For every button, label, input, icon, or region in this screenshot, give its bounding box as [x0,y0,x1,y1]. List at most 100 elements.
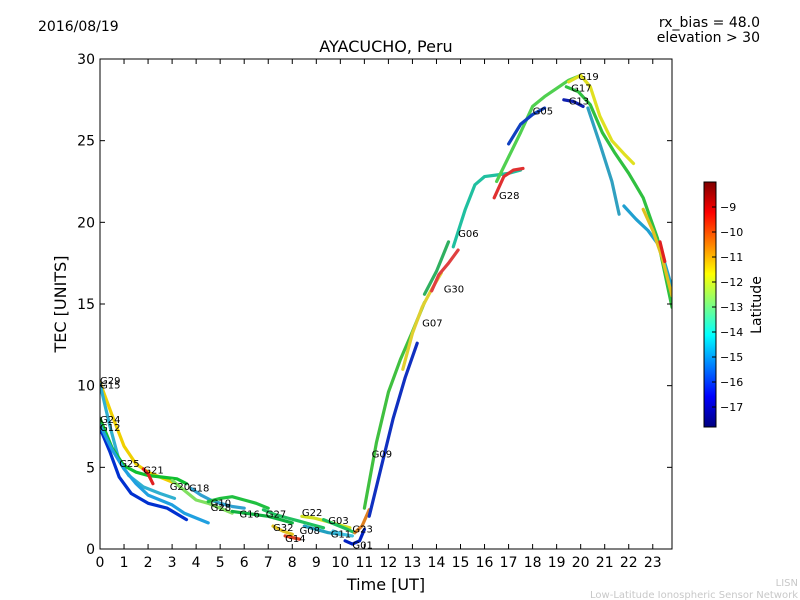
y-tick-label: 15 [77,297,95,313]
satellite-label: G05 [533,106,553,117]
x-tick-label: 0 [96,555,105,571]
satellite-label: G21 [143,466,163,477]
satellite-label: G17 [571,83,591,94]
x-tick-label: 21 [596,555,614,571]
satellite-label: G24 [100,415,120,426]
satellite-label: G28 [499,191,519,202]
colorbar-tick-label: −12 [720,276,743,289]
x-tick-label: 16 [476,555,494,571]
satellite-label: G18 [189,484,209,495]
satellite-label: G23 [352,524,372,535]
x-tick-label: 23 [644,555,662,571]
x-tick-label: 17 [500,555,518,571]
satellite-label: G07 [422,319,442,330]
series-trace-g18 [189,487,246,510]
series-trace-g14 [283,534,302,541]
series-trace-g11 [331,529,354,538]
satellite-label: G11 [331,529,351,540]
x-tick-label: 15 [452,555,470,571]
colorbar-tick-label: −11 [720,251,743,264]
x-tick-label: 2 [144,555,153,571]
x-tick-label: 22 [620,555,638,571]
series-trace-g20 [170,478,234,515]
series-trace-g06b [495,73,583,184]
x-tick-label: 5 [216,555,225,571]
series-trace-g05 [507,106,547,146]
credit-org: LISN [776,578,798,589]
x-axis-label: Time [UT] [346,575,425,594]
satellite-label: G30 [444,284,464,295]
series-trace-g09 [367,341,419,518]
series-trace-g13 [562,98,585,108]
colorbar-tick-label: −14 [720,326,743,339]
series-trace-g28 [492,166,525,200]
colorbar-label: Latitude [749,276,765,334]
colorbar-tick-label: −15 [720,351,743,364]
series-trace-g07b [422,240,451,296]
x-tick-label: 19 [548,555,566,571]
y-tick-label: 10 [77,379,95,395]
satellite-label: G13 [569,97,589,108]
x-tick-label: 13 [404,555,422,571]
x-tick-label: 4 [192,555,201,571]
series-trace-g03 [321,518,357,535]
x-tick-label: 14 [428,555,446,571]
series-trace-g01 [343,527,366,546]
series-trace-g12b [100,423,210,525]
series-trace-g08 [302,524,342,536]
satellite-label: G28 [211,503,231,514]
y-tick-label: 0 [86,542,95,558]
series-trace-g32 [271,524,294,536]
satellite-label: G15 [100,381,120,392]
credit-network: Low-Latitude Ionospheric Sensor Network [590,590,798,600]
satellite-label: G14 [285,534,305,545]
series-trace-g21 [141,467,155,486]
y-tick-label: 5 [86,460,95,476]
satellite-label: G16 [239,510,259,521]
series-trace-g17 [564,85,672,309]
date-label: 2016/08/19 [38,19,119,35]
satellite-label: G29 [100,376,120,387]
satellite-label: G12 [100,423,120,434]
series-trace-g02 [641,207,672,298]
satellite-label: G03 [328,516,348,527]
x-tick-label: 9 [312,555,321,571]
series-trace-g23 [353,508,371,535]
colorbar-tick-label: −13 [720,301,743,314]
satellite-label: G01 [352,541,372,552]
colorbar-tick-label: −17 [720,401,743,414]
colorbar-tick-label: −16 [720,376,743,389]
satellite-label: G19 [578,72,598,83]
series-trace-g30 [430,248,460,293]
y-tick-label: 25 [77,134,95,150]
series-trace-g19 [567,73,636,166]
colorbar [703,181,717,428]
y-axis-label: TEC [UNITS] [51,256,70,354]
satellite-label: G06 [458,229,478,240]
series-trace-g12 [100,426,189,522]
x-tick-label: 6 [240,555,249,571]
x-tick-label: 7 [264,555,273,571]
x-tick-label: 11 [355,555,373,571]
satellite-label: G20 [170,482,190,493]
y-tick-label: 20 [77,215,95,231]
x-tick-label: 12 [379,555,397,571]
satellite-label: G22 [302,508,322,519]
series-trace-g16 [230,509,294,525]
elevation-label: elevation > 30 [657,30,760,46]
x-tick-label: 3 [168,555,177,571]
satellite-label: G09 [372,449,392,460]
x-tick-label: 20 [572,555,590,571]
series-trace-g27 [261,508,326,530]
satellite-label: G32 [273,523,293,534]
plot-area [100,59,672,549]
series-trace-g10 [206,495,270,510]
chart-title: AYACUCHO, Peru [319,37,452,56]
rx-bias-label: rx_bias = 48.0 [659,15,760,31]
satellite-label: G10 [211,498,231,509]
colorbar-ticks: −9 −10 −11 −12 −13 −14 −15 −16 −17 [712,201,743,414]
series-trace-g02b [658,240,667,264]
x-tick-label: 8 [288,555,297,571]
